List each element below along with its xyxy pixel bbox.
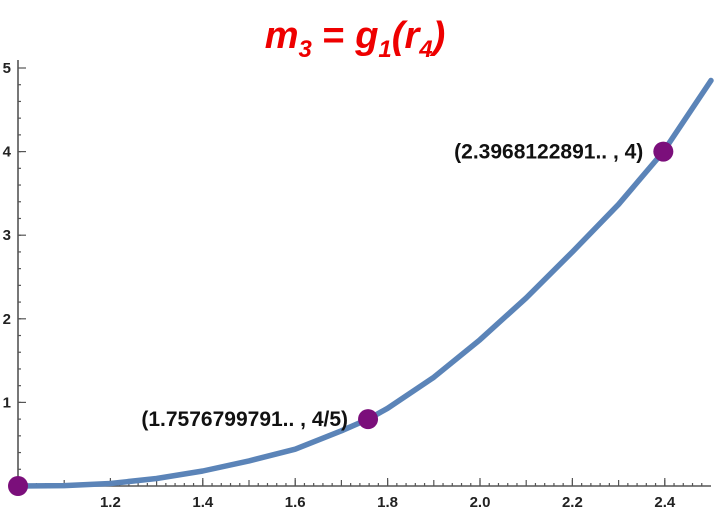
x-tick-label: 2.2 xyxy=(562,494,583,511)
title-arg: r xyxy=(404,15,421,57)
data-point xyxy=(653,141,674,162)
y-tick-label: 5 xyxy=(3,60,11,77)
y-tick-label: 4 xyxy=(3,144,12,161)
chart-title: m3 = g1(r4) xyxy=(265,15,446,63)
title-arg-sub: 4 xyxy=(418,36,432,63)
x-tick-label: 1.4 xyxy=(192,494,214,511)
data-point xyxy=(8,476,28,496)
point-label: (2.3968122891.. , 4) xyxy=(454,141,643,164)
y-tick-label: 1 xyxy=(3,394,11,411)
y-tick-label: 2 xyxy=(3,311,11,328)
points-layer: (1.7576799791.. , 4/5) (2.3968122891.. , … xyxy=(8,141,674,496)
title-lhs-sub: 3 xyxy=(299,36,313,63)
title-lhs-var: m xyxy=(265,15,299,57)
data-point xyxy=(358,409,379,430)
x-tick-label: 1.8 xyxy=(377,494,398,511)
x-tick-label: 1.6 xyxy=(285,494,306,511)
x-tick-label: 1.2 xyxy=(100,494,121,511)
point-label: (1.7576799791.. , 4/5) xyxy=(141,408,348,431)
title-close-paren: ) xyxy=(429,15,446,57)
axes: 1.2 1.4 1.6 1.8 2.0 2.2 2.4 1 2 3 4 5 xyxy=(3,60,711,511)
y-tick-label: 3 xyxy=(3,227,11,244)
x-tick-label: 2.4 xyxy=(654,494,676,511)
title-equals: = xyxy=(312,15,355,57)
x-tick-label: 2.0 xyxy=(470,494,491,511)
title-fn: g xyxy=(354,15,378,57)
title-fn-sub: 1 xyxy=(378,36,391,63)
